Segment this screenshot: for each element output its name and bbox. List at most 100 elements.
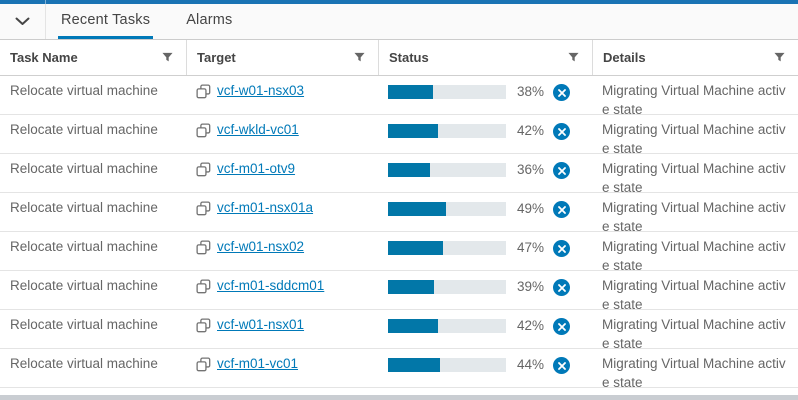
status-cell: 44% xyxy=(378,349,592,387)
target-link[interactable]: vcf-m01-sddcm01 xyxy=(217,278,325,293)
chevron-down-icon xyxy=(15,13,30,31)
progress-percent: 39% xyxy=(516,279,544,294)
virtual-machine-icon xyxy=(196,279,211,294)
column-header-status[interactable]: Status xyxy=(378,40,592,75)
target-link[interactable]: vcf-m01-vc01 xyxy=(217,356,299,371)
progress-bar xyxy=(388,85,506,99)
status-cell: 49% xyxy=(378,193,592,231)
progress-bar xyxy=(388,319,506,333)
cancel-task-button[interactable] xyxy=(553,162,570,179)
filter-icon[interactable] xyxy=(354,52,365,63)
task-name-cell: Relocate virtual machine xyxy=(0,193,186,231)
tab-recent-tasks[interactable]: Recent Tasks xyxy=(58,4,154,39)
column-label: Task Name xyxy=(10,50,78,65)
task-table-header: Task Name Target Status Details xyxy=(0,40,798,76)
target-cell: vcf-w01-nsx03 xyxy=(186,76,378,114)
virtual-machine-icon xyxy=(196,318,211,333)
progress-percent: 42% xyxy=(516,123,544,138)
task-name-cell: Relocate virtual machine xyxy=(0,271,186,309)
tab-label: Alarms xyxy=(186,12,233,28)
table-row: Relocate virtual machine vcf-w01-nsx01 4… xyxy=(0,310,798,349)
task-details: Migrating Virtual Machine active state xyxy=(602,83,786,114)
filter-icon[interactable] xyxy=(162,52,173,63)
target-link[interactable]: vcf-w01-nsx02 xyxy=(217,239,305,254)
progress-bar xyxy=(388,358,506,372)
target-link[interactable]: vcf-w01-nsx03 xyxy=(217,83,305,98)
task-details: Migrating Virtual Machine active state xyxy=(602,200,786,231)
progress-fill xyxy=(388,358,440,372)
task-name: Relocate virtual machine xyxy=(10,161,158,176)
details-cell: Migrating Virtual Machine active state xyxy=(592,232,798,270)
cancel-task-button[interactable] xyxy=(553,201,570,218)
tab-alarms[interactable]: Alarms xyxy=(183,4,235,39)
details-cell: Migrating Virtual Machine active state xyxy=(592,193,798,231)
filter-icon[interactable] xyxy=(774,52,785,63)
task-details: Migrating Virtual Machine active state xyxy=(602,122,786,153)
collapse-panel-button[interactable] xyxy=(0,4,46,39)
column-header-details[interactable]: Details xyxy=(592,40,798,75)
details-cell: Migrating Virtual Machine active state xyxy=(592,271,798,309)
details-cell: Migrating Virtual Machine active state xyxy=(592,115,798,153)
progress-fill xyxy=(388,85,433,99)
target-cell: vcf-m01-nsx01a xyxy=(186,193,378,231)
progress-bar xyxy=(388,202,506,216)
tab-label: Recent Tasks xyxy=(61,12,151,28)
target-link[interactable]: vcf-wkld-vc01 xyxy=(217,122,299,137)
target-link[interactable]: vcf-m01-nsx01a xyxy=(217,200,314,215)
cancel-task-button[interactable] xyxy=(553,279,570,296)
task-name-cell: Relocate virtual machine xyxy=(0,310,186,348)
details-cell: Migrating Virtual Machine active state xyxy=(592,76,798,114)
virtual-machine-icon xyxy=(196,84,211,99)
column-header-task-name[interactable]: Task Name xyxy=(0,40,186,75)
table-row: Relocate virtual machine vcf-m01-sddcm01… xyxy=(0,271,798,310)
cancel-task-button[interactable] xyxy=(553,357,570,374)
table-row: Relocate virtual machine vcf-w01-nsx02 4… xyxy=(0,232,798,271)
task-name-cell: Relocate virtual machine xyxy=(0,232,186,270)
target-link[interactable]: vcf-m01-otv9 xyxy=(217,161,296,176)
target-cell: vcf-w01-nsx01 xyxy=(186,310,378,348)
progress-percent: 49% xyxy=(516,201,544,216)
virtual-machine-icon xyxy=(196,240,211,255)
cancel-task-button[interactable] xyxy=(553,240,570,257)
status-cell: 39% xyxy=(378,271,592,309)
status-cell: 47% xyxy=(378,232,592,270)
column-label: Status xyxy=(389,50,429,65)
table-row: Relocate virtual machine vcf-m01-vc01 44… xyxy=(0,349,798,388)
task-details: Migrating Virtual Machine active state xyxy=(602,161,786,192)
task-name: Relocate virtual machine xyxy=(10,317,158,332)
filter-icon[interactable] xyxy=(568,52,579,63)
task-details: Migrating Virtual Machine active state xyxy=(602,239,786,270)
status-cell: 42% xyxy=(378,115,592,153)
details-cell: Migrating Virtual Machine active state xyxy=(592,154,798,192)
task-table-body: Relocate virtual machine vcf-w01-nsx03 3… xyxy=(0,76,798,388)
table-row: Relocate virtual machine vcf-m01-otv9 36… xyxy=(0,154,798,193)
target-cell: vcf-m01-sddcm01 xyxy=(186,271,378,309)
progress-fill xyxy=(388,124,438,138)
cancel-task-button[interactable] xyxy=(553,123,570,140)
table-row: Relocate virtual machine vcf-m01-nsx01a … xyxy=(0,193,798,232)
cancel-task-button[interactable] xyxy=(553,84,570,101)
cancel-task-button[interactable] xyxy=(553,318,570,335)
virtual-machine-icon xyxy=(196,357,211,372)
task-name-cell: Relocate virtual machine xyxy=(0,76,186,114)
progress-bar xyxy=(388,280,506,294)
task-name-cell: Relocate virtual machine xyxy=(0,349,186,387)
column-header-target[interactable]: Target xyxy=(186,40,378,75)
task-name: Relocate virtual machine xyxy=(10,239,158,254)
task-name-cell: Relocate virtual machine xyxy=(0,154,186,192)
panel-tab-bar: Recent Tasks Alarms xyxy=(0,4,798,40)
strip-seam xyxy=(45,0,46,4)
task-name: Relocate virtual machine xyxy=(10,122,158,137)
progress-bar xyxy=(388,163,506,177)
task-name: Relocate virtual machine xyxy=(10,356,158,371)
progress-percent: 44% xyxy=(516,357,544,372)
progress-percent: 42% xyxy=(516,318,544,333)
table-row: Relocate virtual machine vcf-wkld-vc01 4… xyxy=(0,115,798,154)
horizontal-scrollbar[interactable] xyxy=(0,395,798,400)
target-link[interactable]: vcf-w01-nsx01 xyxy=(217,317,305,332)
column-label: Details xyxy=(603,50,646,65)
progress-fill xyxy=(388,319,438,333)
progress-bar xyxy=(388,241,506,255)
progress-fill xyxy=(388,280,435,294)
table-row: Relocate virtual machine vcf-w01-nsx03 3… xyxy=(0,76,798,115)
